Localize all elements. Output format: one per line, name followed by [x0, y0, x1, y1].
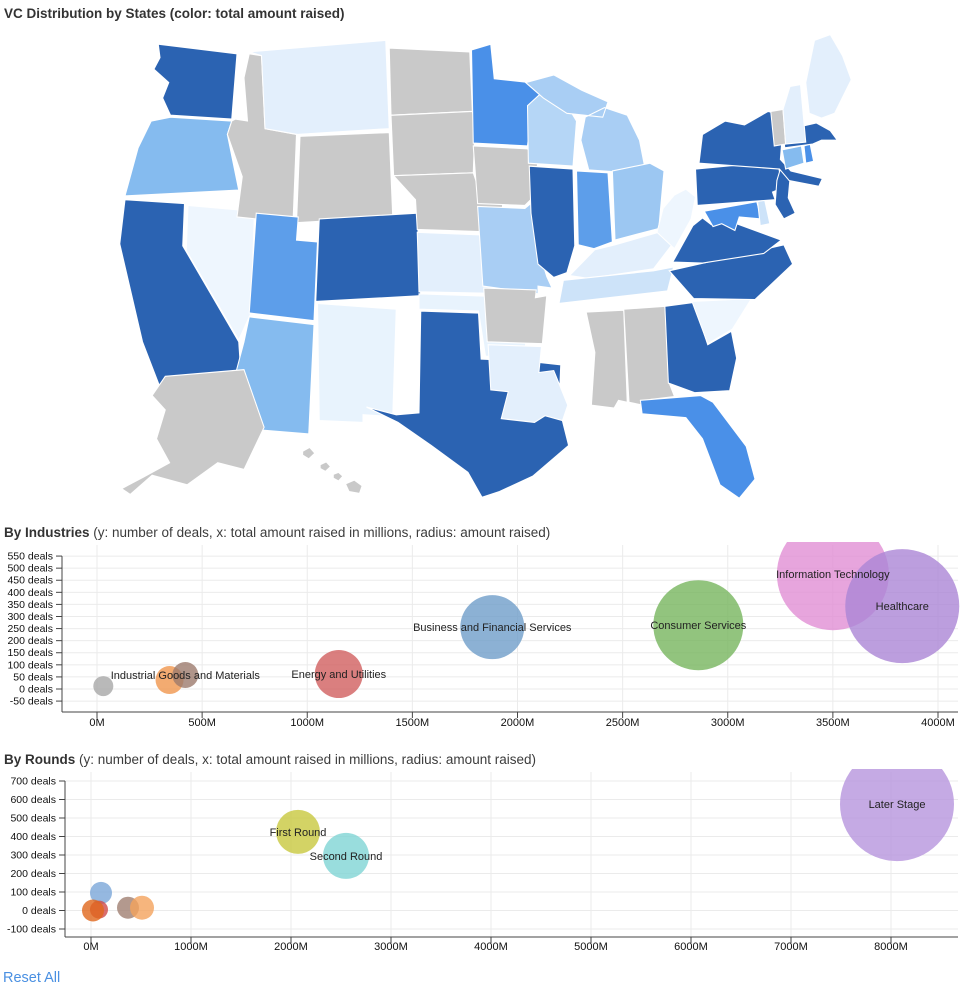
x-tick-label: 500M [188, 717, 216, 729]
bubble-label: Consumer Services [650, 620, 746, 632]
state-CO[interactable] [315, 212, 422, 303]
state-ND[interactable] [388, 47, 473, 116]
bubble-first-round[interactable] [276, 809, 320, 854]
bubble-label: Energy and Utilities [291, 669, 386, 681]
bubble-rounds-0[interactable] [90, 881, 112, 904]
y-tick-label: -50 deals [10, 696, 53, 708]
bubble-later-stage[interactable] [840, 769, 954, 862]
state-NH[interactable] [782, 83, 807, 145]
y-tick-label: 0 deals [22, 905, 56, 917]
y-tick-label: 500 deals [7, 563, 53, 575]
state-OR[interactable] [124, 116, 240, 197]
bubble-second-round[interactable] [323, 832, 369, 879]
y-tick-label: 100 deals [10, 887, 56, 899]
bubble-healthcare[interactable] [845, 549, 960, 664]
y-tick-label: 300 deals [7, 611, 53, 623]
bubble-industries-0[interactable] [93, 676, 114, 697]
bubble-label: Information Technology [776, 569, 890, 581]
map-title: VC Distribution by States (color: total … [4, 6, 345, 21]
state-MT[interactable] [249, 39, 390, 136]
y-tick-label: 200 deals [7, 635, 53, 647]
y-tick-label: 100 deals [7, 659, 53, 671]
x-tick-label: 4000M [921, 717, 955, 729]
state-WY[interactable] [295, 131, 394, 224]
x-tick-label: 8000M [874, 941, 908, 953]
x-tick-label: 0M [89, 717, 104, 729]
y-tick-label: 600 deals [10, 794, 56, 806]
state-TN[interactable] [558, 266, 675, 305]
x-tick-label: 2500M [606, 717, 640, 729]
state-NJ[interactable] [774, 167, 796, 220]
state-IL[interactable] [528, 165, 576, 279]
bubble-business-and-financial-services[interactable] [460, 595, 525, 660]
state-CT[interactable] [781, 145, 805, 170]
bubble-label: Industrial Goods and Materials [111, 670, 261, 682]
y-tick-label: 50 deals [13, 671, 53, 683]
state-UT[interactable] [248, 212, 319, 322]
y-tick-label: 450 deals [7, 575, 53, 587]
us-map-container [0, 23, 971, 519]
y-tick-label: 250 deals [7, 623, 53, 635]
x-tick-label: 6000M [674, 941, 708, 953]
bubble-label: First Round [270, 827, 327, 839]
bubble-label: Later Stage [869, 799, 926, 811]
state-DE[interactable] [757, 199, 771, 227]
x-tick-label: 1000M [290, 717, 324, 729]
x-tick-label: 3000M [711, 717, 745, 729]
bubble-rounds-4[interactable] [130, 895, 154, 920]
state-WV[interactable] [656, 188, 697, 250]
bubble-label: Business and Financial Services [413, 622, 572, 634]
industries-title: By Industries (y: number of deals, x: to… [4, 525, 551, 540]
state-ME[interactable] [805, 33, 852, 119]
x-tick-label: 1000M [174, 941, 208, 953]
industries-bubble-chart: Industrial Goods and Materials Energy and… [7, 542, 960, 729]
us-choropleth-map [119, 33, 852, 500]
y-tick-label: 350 deals [7, 599, 53, 611]
state-OH[interactable] [611, 162, 665, 241]
state-AK[interactable] [120, 369, 265, 496]
y-tick-label: 150 deals [7, 647, 53, 659]
state-HI[interactable] [302, 446, 363, 495]
y-tick-label: 400 deals [7, 587, 53, 599]
x-tick-label: 5000M [574, 941, 608, 953]
state-NM[interactable] [316, 302, 397, 424]
x-tick-label: 2000M [501, 717, 535, 729]
bubble-consumer-services[interactable] [653, 580, 744, 671]
y-tick-label: 550 deals [7, 551, 53, 563]
bubble-rounds-2[interactable] [82, 899, 104, 922]
state-SD[interactable] [390, 110, 476, 177]
state-RI[interactable] [803, 143, 815, 164]
state-MS[interactable] [585, 309, 628, 409]
rounds-title: By Rounds (y: number of deals, x: total … [4, 752, 536, 767]
state-NY[interactable] [698, 110, 824, 187]
state-LA[interactable] [487, 344, 569, 424]
y-tick-label: 200 deals [10, 868, 56, 880]
bubble-label: Second Round [310, 851, 383, 863]
x-tick-label: 3000M [374, 941, 408, 953]
y-tick-label: 400 deals [10, 831, 56, 843]
y-tick-label: 0 deals [19, 684, 53, 696]
state-MD[interactable] [703, 200, 762, 232]
reset-all-link[interactable]: Reset All [3, 970, 61, 986]
y-tick-label: 300 deals [10, 850, 56, 862]
x-tick-label: 2000M [274, 941, 308, 953]
state-FL[interactable] [639, 394, 756, 500]
x-tick-label: 3500M [816, 717, 850, 729]
state-AR[interactable] [483, 287, 548, 345]
y-tick-label: 500 deals [10, 813, 56, 825]
bubble-industrial-goods-and-materials[interactable] [172, 661, 199, 688]
state-IN[interactable] [575, 170, 613, 250]
x-tick-label: 7000M [774, 941, 808, 953]
rounds-bubble-chart: First Round Second Round Later Stage 700 de… [7, 769, 958, 953]
y-tick-label: 700 deals [10, 776, 56, 788]
state-WA[interactable] [153, 43, 238, 120]
y-tick-label: -100 deals [7, 924, 56, 936]
x-tick-label: 0M [83, 941, 98, 953]
x-tick-label: 1500M [396, 717, 430, 729]
bubble-label: Healthcare [876, 601, 929, 613]
bubble-energy-and-utilities[interactable] [314, 650, 363, 699]
x-tick-label: 4000M [474, 941, 508, 953]
